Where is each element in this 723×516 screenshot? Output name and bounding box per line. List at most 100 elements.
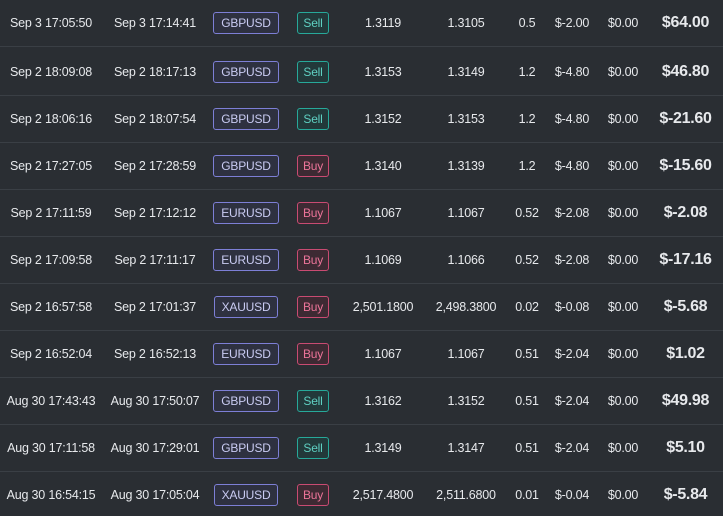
side-badge: Sell [297,437,329,459]
table-row[interactable]: Sep 2 18:09:08 Sep 2 18:17:13 GBPUSD Sell 1.… [0,49,723,96]
side-badge-cell: Buy [292,190,334,236]
open-price-cell: 1.3153 [346,49,420,95]
open-time-cell: Aug 30 16:54:15 [0,472,102,516]
side-badge-cell: Buy [292,472,334,516]
open-time-cell: Aug 30 17:43:43 [0,378,102,424]
table-row[interactable]: Sep 2 17:27:05 Sep 2 17:28:59 GBPUSD Buy 1.3… [0,143,723,190]
open-price: 2,501.1800 [352,300,414,314]
swap-cell: $0.00 [600,143,646,189]
close-price-cell: 1.3147 [428,425,504,471]
close-time: Sep 2 17:11:17 [114,253,196,267]
open-time: Sep 2 16:52:04 [10,347,92,361]
open-price: 1.3149 [364,441,402,455]
open-time: Sep 2 17:11:59 [10,206,92,220]
symbol-badge: EURUSD [213,343,279,365]
side-badge: Buy [296,155,330,177]
swap-cell: $0.00 [600,425,646,471]
close-price: 2,498.3800 [435,300,497,314]
table-row[interactable]: Sep 2 16:52:04 Sep 2 16:52:13 EURUSD Buy 1.1… [0,331,723,378]
swap: $0.00 [607,253,639,267]
close-price: 1.1067 [447,347,485,361]
symbol-badge: EURUSD [213,249,279,271]
volume-cell: 1.2 [510,49,544,95]
open-time: Sep 2 18:09:08 [10,65,92,79]
symbol-badge-cell: EURUSD [212,331,280,377]
close-price-cell: 2,511.6800 [428,472,504,516]
open-price: 1.3162 [364,394,402,408]
commission: $-2.04 [554,394,590,408]
open-price: 1.1069 [364,253,402,267]
open-time-cell: Sep 2 16:57:58 [0,284,102,330]
close-time-cell: Sep 2 18:17:13 [104,49,206,95]
swap: $0.00 [607,112,639,126]
side-badge-cell: Buy [292,143,334,189]
symbol-badge: GBPUSD [213,12,279,34]
swap: $0.00 [607,300,639,314]
side-badge-cell: Buy [292,331,334,377]
volume-cell: 0.02 [510,284,544,330]
open-price: 1.1067 [364,347,402,361]
profit-loss: $1.02 [666,345,705,362]
open-time-cell: Aug 30 17:11:58 [0,425,102,471]
close-time-cell: Aug 30 17:50:07 [104,378,206,424]
commission: $-4.80 [554,65,590,79]
open-time-cell: Sep 2 17:09:58 [0,237,102,283]
open-time-cell: Sep 2 17:27:05 [0,143,102,189]
table-row[interactable]: Sep 2 16:57:58 Sep 2 17:01:37 XAUUSD Buy 2,5… [0,284,723,331]
table-row[interactable]: Sep 2 18:06:16 Sep 2 18:07:54 GBPUSD Sell 1.… [0,96,723,143]
open-time: Sep 3 17:05:50 [10,16,92,30]
commission-cell: $-4.80 [548,143,596,189]
close-time: Sep 2 18:17:13 [114,65,196,79]
symbol-badge: GBPUSD [213,390,279,412]
close-price: 1.3147 [447,441,485,455]
swap: $0.00 [607,16,639,30]
commission-cell: $-2.00 [548,0,596,46]
commission-cell: $-2.08 [548,237,596,283]
open-price-cell: 2,517.4800 [346,472,420,516]
close-price: 1.3149 [447,65,485,79]
commission: $-2.04 [554,347,590,361]
swap: $0.00 [607,347,639,361]
profit-loss-cell: $64.00 [648,0,723,46]
volume-cell: 1.2 [510,143,544,189]
swap-cell: $0.00 [600,237,646,283]
open-price-cell: 1.3119 [346,0,420,46]
close-price: 1.3152 [447,394,485,408]
table-row[interactable]: Aug 30 16:54:15 Aug 30 17:05:04 XAUUSD Buy 2… [0,472,723,516]
symbol-badge: GBPUSD [213,155,279,177]
profit-loss: $-21.60 [659,110,712,127]
commission-cell: $-2.04 [548,378,596,424]
close-time: Sep 2 16:52:13 [114,347,196,361]
swap: $0.00 [607,441,639,455]
commission: $-2.00 [554,16,590,30]
commission-cell: $-4.80 [548,49,596,95]
symbol-badge: XAUUSD [213,296,279,318]
close-time: Aug 30 17:29:01 [110,441,200,455]
profit-loss: $-2.08 [663,204,708,221]
symbol-badge: GBPUSD [213,108,279,130]
commission: $-2.08 [554,253,590,267]
table-row[interactable]: Sep 3 17:05:50 Sep 3 17:14:41 GBPUSD Sell 1.… [0,0,723,47]
profit-loss-cell: $-21.60 [648,96,723,142]
close-time: Aug 30 17:50:07 [110,394,200,408]
symbol-badge: EURUSD [213,202,279,224]
swap-cell: $0.00 [600,378,646,424]
close-price-cell: 1.3139 [428,143,504,189]
table-row[interactable]: Sep 2 17:11:59 Sep 2 17:12:12 EURUSD Buy 1.1… [0,190,723,237]
table-row[interactable]: Aug 30 17:11:58 Aug 30 17:29:01 GBPUSD Sell… [0,425,723,472]
open-time: Aug 30 16:54:15 [6,488,96,502]
table-row[interactable]: Aug 30 17:43:43 Aug 30 17:50:07 GBPUSD Sell… [0,378,723,425]
open-price-cell: 1.3152 [346,96,420,142]
close-price: 1.1067 [447,206,485,220]
close-price-cell: 1.3105 [428,0,504,46]
table-row[interactable]: Sep 2 17:09:58 Sep 2 17:11:17 EURUSD Buy 1.1… [0,237,723,284]
swap: $0.00 [607,206,639,220]
close-time: Sep 2 17:28:59 [114,159,196,173]
open-time: Sep 2 17:27:05 [10,159,92,173]
open-price: 1.1067 [364,206,402,220]
volume: 0.01 [515,488,539,502]
close-price-cell: 1.1067 [428,331,504,377]
profit-loss-cell: $-15.60 [648,143,723,189]
open-price-cell: 1.1067 [346,190,420,236]
